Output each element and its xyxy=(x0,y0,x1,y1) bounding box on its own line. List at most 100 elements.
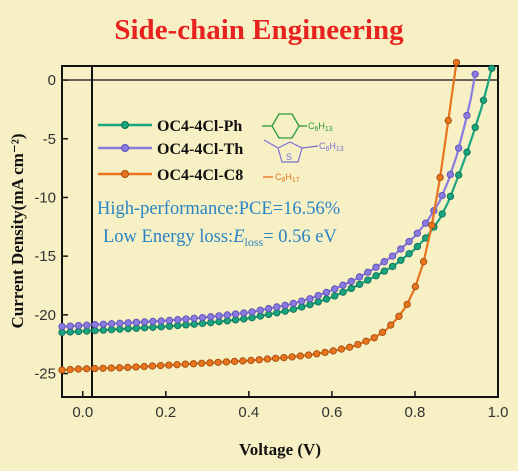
data-point xyxy=(479,96,488,104)
data-point xyxy=(248,308,256,316)
data-point xyxy=(174,316,182,324)
data-point xyxy=(471,70,479,78)
data-point xyxy=(281,301,289,309)
data-point xyxy=(314,291,322,300)
data-point xyxy=(347,284,355,293)
data-point xyxy=(83,321,91,329)
ticks-layer: 0.0 0.2 0.4 0.6 0.8 1.0 0 -5 -10 -15 -20 -25 xyxy=(34,72,508,421)
data-point xyxy=(181,360,189,368)
data-point xyxy=(189,360,198,368)
x-tick-label: 1.0 xyxy=(488,404,509,421)
phenyl-ring-icon xyxy=(262,113,307,139)
data-point xyxy=(296,352,304,360)
page-title: Side-chain Engineering xyxy=(114,14,404,46)
data-point xyxy=(58,366,66,374)
data-point xyxy=(198,359,206,367)
data-point xyxy=(337,345,346,353)
data-point xyxy=(223,311,231,319)
plot-frame xyxy=(61,65,499,398)
data-point xyxy=(190,314,198,322)
data-point xyxy=(347,277,355,286)
legend-label-c8: OC4-4Cl-C8 xyxy=(157,167,243,184)
legend-item-c8: OC4-4Cl-C8 xyxy=(98,167,243,184)
data-point xyxy=(463,148,471,156)
data-point xyxy=(397,245,405,253)
data-point xyxy=(403,300,411,308)
y-tick-label: -15 xyxy=(34,248,56,265)
data-point xyxy=(322,288,331,297)
data-point xyxy=(446,170,455,179)
eloss-symbol: E xyxy=(232,227,244,247)
data-point xyxy=(99,364,107,372)
ph-substituent: C6H13 xyxy=(308,121,333,133)
data-point xyxy=(380,267,388,275)
data-point xyxy=(355,280,364,288)
data-point xyxy=(446,192,455,201)
data-point xyxy=(66,365,74,374)
data-point xyxy=(115,364,124,372)
data-point xyxy=(454,144,463,152)
th-substituent: C6H13 xyxy=(319,141,344,153)
data-point xyxy=(116,319,124,327)
data-point xyxy=(395,312,403,320)
data-point xyxy=(413,229,421,237)
data-point xyxy=(364,276,372,284)
thiophene-s-atom: S xyxy=(286,152,292,162)
legend: OC4-4Cl-Ph OC4-4Cl-Th OC4-4Cl-C8 C6H13 xyxy=(98,113,344,184)
data-point xyxy=(149,317,157,326)
data-point xyxy=(438,210,446,218)
data-point xyxy=(165,316,174,325)
data-point xyxy=(124,319,132,327)
y-tick-label: -10 xyxy=(34,189,56,206)
data-point xyxy=(372,272,380,280)
data-point xyxy=(364,268,372,276)
data-point xyxy=(372,263,380,271)
x-tick-label: 0.6 xyxy=(321,404,342,421)
data-point xyxy=(132,318,141,327)
data-point xyxy=(304,351,313,359)
data-point xyxy=(230,357,239,366)
data-point xyxy=(339,288,347,296)
data-point xyxy=(380,258,388,266)
data-point xyxy=(214,358,222,366)
data-point xyxy=(455,171,463,179)
eloss-value: = 0.56 eV xyxy=(263,227,337,247)
data-point xyxy=(198,313,207,322)
series-layer xyxy=(58,58,496,374)
data-point xyxy=(140,318,149,326)
data-point xyxy=(140,362,148,371)
data-point xyxy=(215,312,223,320)
data-point xyxy=(388,262,397,271)
data-point xyxy=(240,309,248,317)
x-tick-label: 0.0 xyxy=(72,404,93,421)
data-point xyxy=(488,64,496,72)
data-point xyxy=(378,328,387,336)
data-point xyxy=(273,303,281,311)
data-point xyxy=(222,358,231,366)
data-point xyxy=(124,363,132,372)
data-point xyxy=(421,219,430,227)
x-tick-label: 0.2 xyxy=(155,404,176,421)
data-point xyxy=(132,363,140,371)
c8-substituent: C8H17 xyxy=(275,172,300,184)
data-point xyxy=(463,111,471,120)
y-tick-label: 0 xyxy=(48,72,56,89)
data-point xyxy=(263,355,272,363)
data-point xyxy=(74,321,83,330)
thiophene-ring-icon xyxy=(263,139,319,163)
data-point xyxy=(148,362,157,370)
data-point xyxy=(314,298,322,306)
data-point xyxy=(444,116,452,125)
data-point xyxy=(370,334,378,342)
data-point xyxy=(436,173,444,182)
data-point xyxy=(239,357,247,365)
data-point xyxy=(321,348,329,357)
data-point xyxy=(405,237,413,246)
data-point xyxy=(99,320,107,328)
data-point xyxy=(413,242,422,251)
data-point xyxy=(182,315,190,323)
data-point xyxy=(231,310,240,318)
annotation-pce: High-performance:PCE=16.56% xyxy=(97,199,340,219)
data-point xyxy=(313,350,321,358)
